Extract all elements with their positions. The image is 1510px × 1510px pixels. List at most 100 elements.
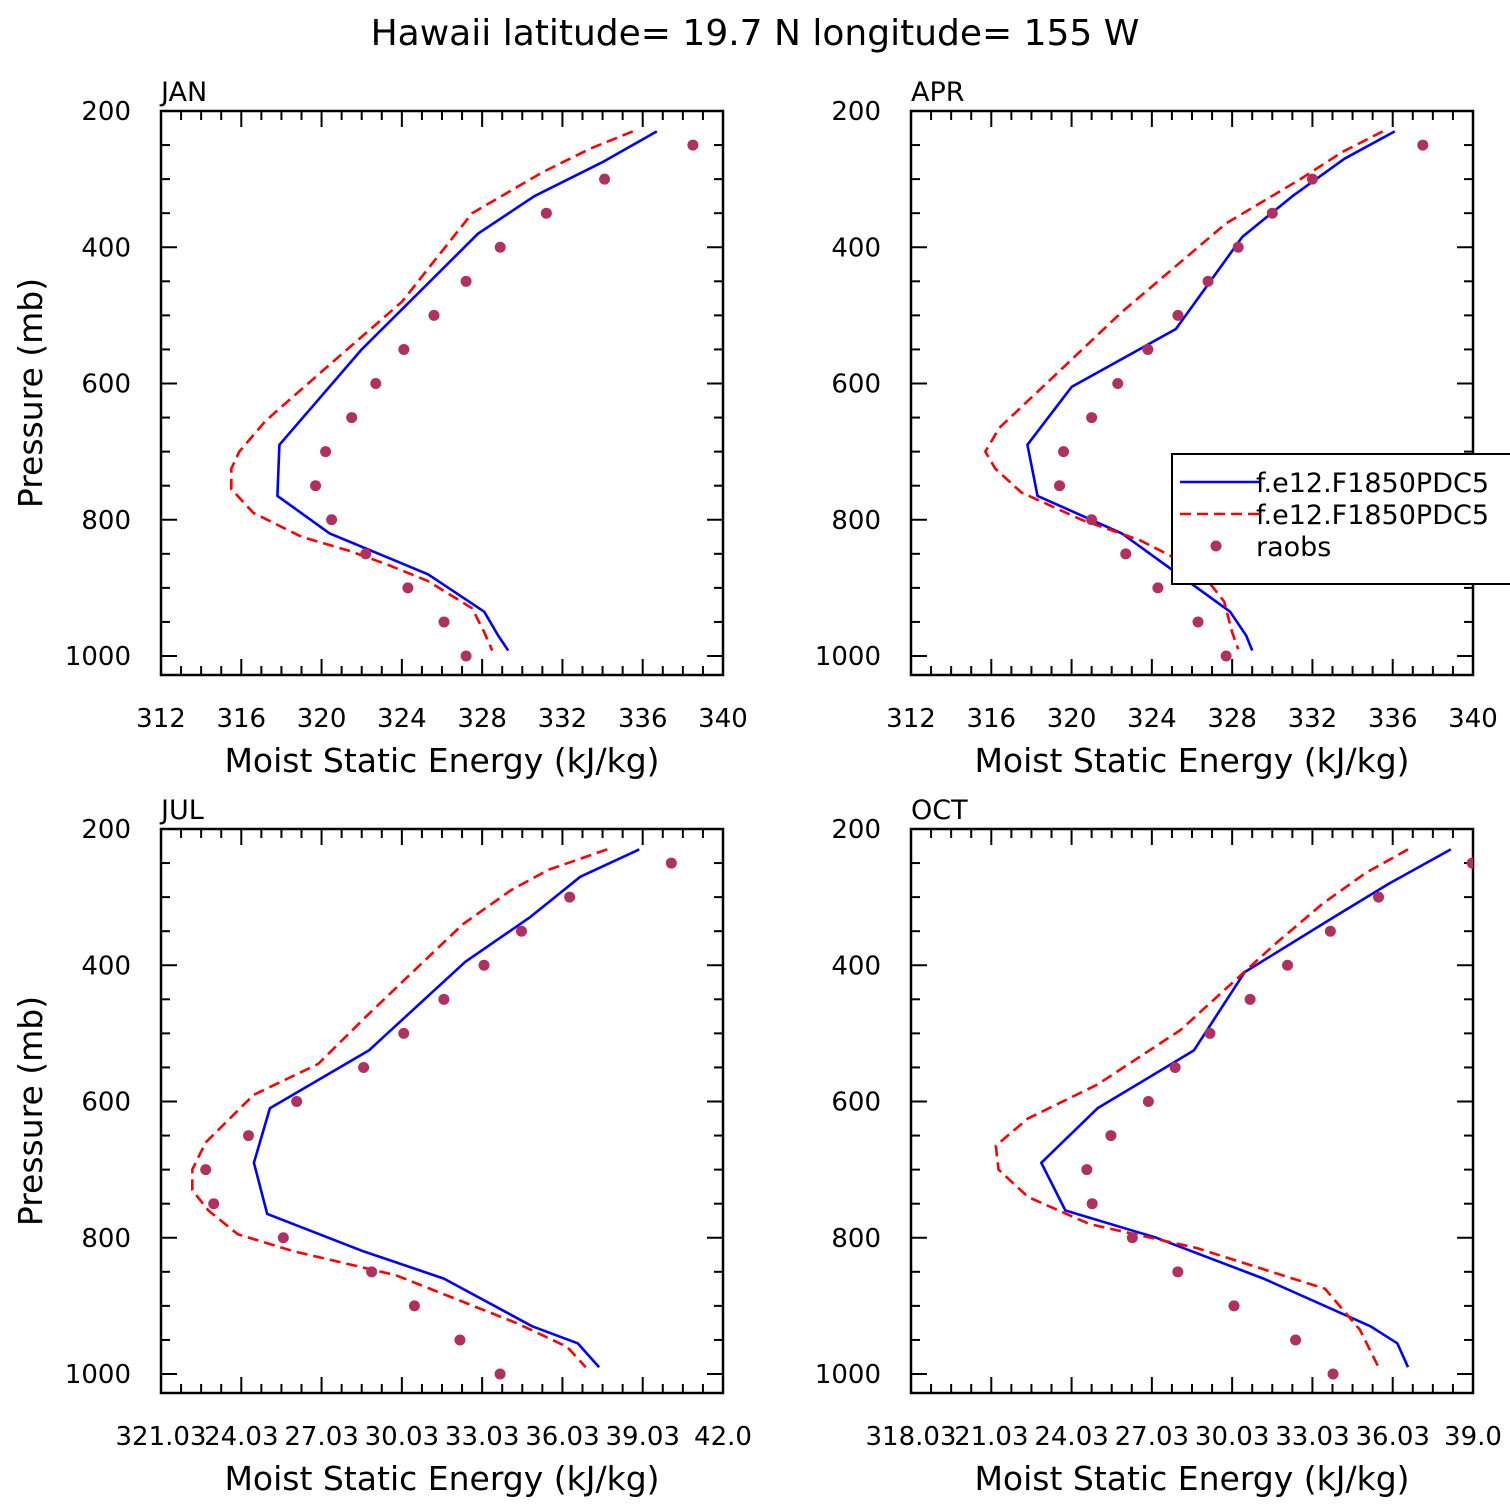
raobs-point bbox=[277, 1232, 289, 1244]
raobs-point bbox=[310, 480, 322, 492]
raobs-point bbox=[358, 1061, 370, 1073]
raobs-point bbox=[1466, 857, 1473, 869]
series-line-solid bbox=[252, 848, 640, 1369]
raobs-point bbox=[1373, 891, 1385, 903]
series-group bbox=[983, 130, 1429, 662]
raobs-point bbox=[398, 1027, 410, 1039]
y-tick-label: 800 bbox=[81, 1224, 131, 1254]
series-group bbox=[994, 848, 1473, 1380]
raobs-point bbox=[1086, 412, 1098, 424]
raobs-point bbox=[1324, 925, 1336, 937]
raobs-point bbox=[366, 1266, 378, 1278]
y-tick-label: 1000 bbox=[815, 642, 881, 672]
raobs-point bbox=[665, 857, 677, 869]
x-tick-label: 312 bbox=[136, 704, 186, 734]
raobs-point bbox=[1142, 1096, 1154, 1107]
raobs-point bbox=[320, 446, 332, 458]
raobs-point bbox=[540, 207, 552, 219]
raobs-point bbox=[494, 1368, 506, 1380]
raobs-point bbox=[438, 993, 450, 1005]
raobs-point bbox=[1204, 1027, 1216, 1039]
x-tick-label: 340 bbox=[1448, 704, 1498, 734]
raobs-point bbox=[398, 343, 410, 355]
x-tick-label: 320 bbox=[297, 704, 347, 734]
y-tick-label: 200 bbox=[81, 97, 131, 127]
raobs-point bbox=[1192, 616, 1204, 628]
series-line-solid bbox=[276, 130, 658, 652]
y-tick-label: 800 bbox=[831, 1224, 881, 1254]
figure-title: Hawaii latitude= 19.7 N longitude= 155 W bbox=[371, 13, 1140, 54]
series-group bbox=[191, 848, 677, 1380]
x-axis-label: Moist Static Energy (kJ/kg) bbox=[974, 741, 1409, 780]
raobs-point bbox=[346, 412, 358, 424]
raobs-point bbox=[208, 1198, 220, 1210]
panel-title: JAN bbox=[159, 77, 207, 108]
y-tick-label: 600 bbox=[81, 370, 131, 400]
raobs-point bbox=[1220, 650, 1232, 662]
legend-swatch-dot bbox=[1210, 540, 1222, 552]
x-axis-label: Moist Static Energy (kJ/kg) bbox=[974, 1459, 1409, 1498]
legend-box bbox=[1171, 453, 1510, 585]
y-axis-label: Pressure (mb) bbox=[11, 996, 50, 1226]
x-tick-label: 336 bbox=[618, 704, 668, 734]
x-tick-label: 39.03 bbox=[605, 1422, 679, 1452]
legend-entry: f.e12.F1850PDC5 bbox=[1256, 500, 1489, 531]
panel-title: APR bbox=[911, 77, 965, 108]
raobs-point bbox=[687, 139, 699, 151]
plot-frame bbox=[909, 109, 1475, 677]
y-tick-label: 1000 bbox=[65, 1360, 131, 1390]
raobs-point bbox=[515, 925, 527, 937]
raobs-point bbox=[370, 378, 382, 389]
x-tick-label: 328 bbox=[457, 704, 507, 734]
x-tick-label: 332 bbox=[1288, 704, 1338, 734]
series-line-solid bbox=[1040, 848, 1452, 1368]
raobs-point bbox=[1266, 207, 1278, 219]
raobs-point bbox=[460, 275, 472, 287]
x-tick-label: 33.03 bbox=[1275, 1422, 1349, 1452]
x-tick-label: 324 bbox=[377, 704, 427, 734]
raobs-point bbox=[1142, 343, 1154, 355]
x-tick-label: 336 bbox=[1368, 704, 1418, 734]
y-tick-label: 600 bbox=[831, 370, 881, 400]
raobs-point bbox=[1120, 548, 1132, 560]
y-tick-label: 200 bbox=[831, 815, 881, 845]
raobs-point bbox=[243, 1130, 255, 1142]
x-tick-label: 324 bbox=[1127, 704, 1177, 734]
legend-entry: f.e12.F1850PDC5 bbox=[1256, 468, 1489, 499]
y-tick-label: 200 bbox=[81, 815, 131, 845]
y-tick-label: 400 bbox=[831, 233, 881, 263]
raobs-point bbox=[200, 1164, 212, 1176]
raobs-point bbox=[1126, 1232, 1138, 1244]
y-tick-label: 200 bbox=[831, 97, 881, 127]
y-axis-label: Pressure (mb) bbox=[11, 278, 50, 508]
raobs-point bbox=[460, 650, 472, 662]
raobs-point bbox=[564, 891, 576, 903]
raobs-point bbox=[1054, 480, 1066, 492]
raobs-point bbox=[428, 309, 440, 321]
x-tick-label: 27.03 bbox=[1115, 1422, 1189, 1452]
x-tick-label: 24.03 bbox=[1034, 1422, 1108, 1452]
raobs-point bbox=[454, 1334, 466, 1346]
y-tick-label: 800 bbox=[81, 506, 131, 536]
raobs-point bbox=[402, 582, 414, 594]
y-tick-label: 400 bbox=[81, 233, 131, 263]
x-tick-label: 36.03 bbox=[525, 1422, 599, 1452]
x-tick-label: 42.0 bbox=[694, 1422, 752, 1452]
raobs-point bbox=[1112, 378, 1124, 389]
y-tick-label: 600 bbox=[831, 1088, 881, 1118]
raobs-point bbox=[1232, 241, 1244, 253]
x-tick-label: 340 bbox=[698, 704, 748, 734]
raobs-point bbox=[1169, 1061, 1181, 1073]
raobs-point bbox=[1086, 1198, 1098, 1210]
panels: JAN 200 400 600 800 1000 312 316 320 324 328 332 336… bbox=[11, 77, 1510, 1498]
plot-frame bbox=[909, 827, 1475, 1395]
x-tick-label: 312 bbox=[886, 704, 936, 734]
series-group bbox=[230, 130, 699, 662]
panel-title: OCT bbox=[911, 795, 968, 826]
raobs-point bbox=[1202, 275, 1214, 287]
x-tick-label: 30.03 bbox=[1195, 1422, 1269, 1452]
raobs-point bbox=[494, 241, 506, 253]
chart-panel-apr: APR 200 400 600 800 1000 312 316 320 324 328 332 336… bbox=[815, 77, 1510, 780]
